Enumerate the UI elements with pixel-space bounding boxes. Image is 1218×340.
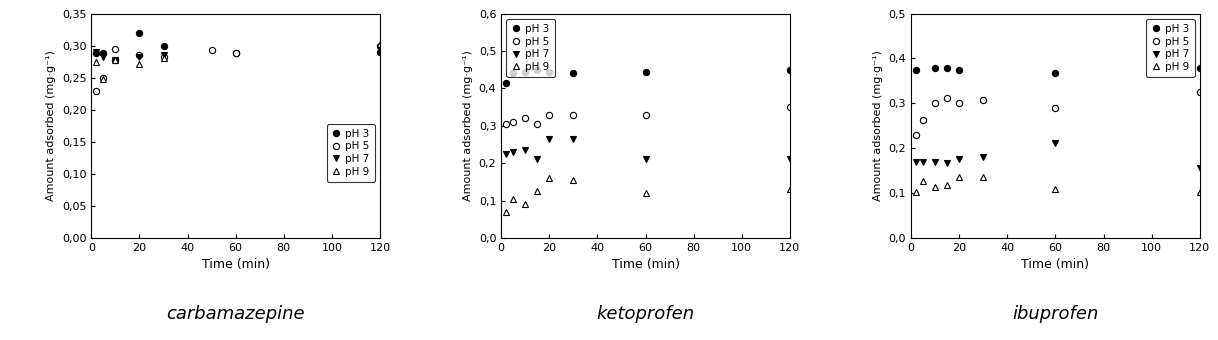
X-axis label: Time (min): Time (min) [611, 258, 680, 271]
Legend: pH 3, pH 5, pH 7, pH 9: pH 3, pH 5, pH 7, pH 9 [1146, 19, 1195, 77]
Legend: pH 3, pH 5, pH 7, pH 9: pH 3, pH 5, pH 7, pH 9 [326, 124, 375, 182]
Text: ibuprofen: ibuprofen [1012, 305, 1099, 323]
Text: carbamazepine: carbamazepine [167, 305, 304, 323]
X-axis label: Time (min): Time (min) [202, 258, 269, 271]
Y-axis label: Amount adsorbed (mg·g⁻¹): Amount adsorbed (mg·g⁻¹) [873, 50, 883, 201]
Legend: pH 3, pH 5, pH 7, pH 9: pH 3, pH 5, pH 7, pH 9 [507, 19, 554, 77]
Y-axis label: Amount adsorbed (mg·g⁻¹): Amount adsorbed (mg·g⁻¹) [46, 50, 56, 201]
Y-axis label: Amount adsorbed (mg·g⁻¹): Amount adsorbed (mg·g⁻¹) [463, 50, 473, 201]
X-axis label: Time (min): Time (min) [1022, 258, 1089, 271]
Text: ketoprofen: ketoprofen [597, 305, 694, 323]
